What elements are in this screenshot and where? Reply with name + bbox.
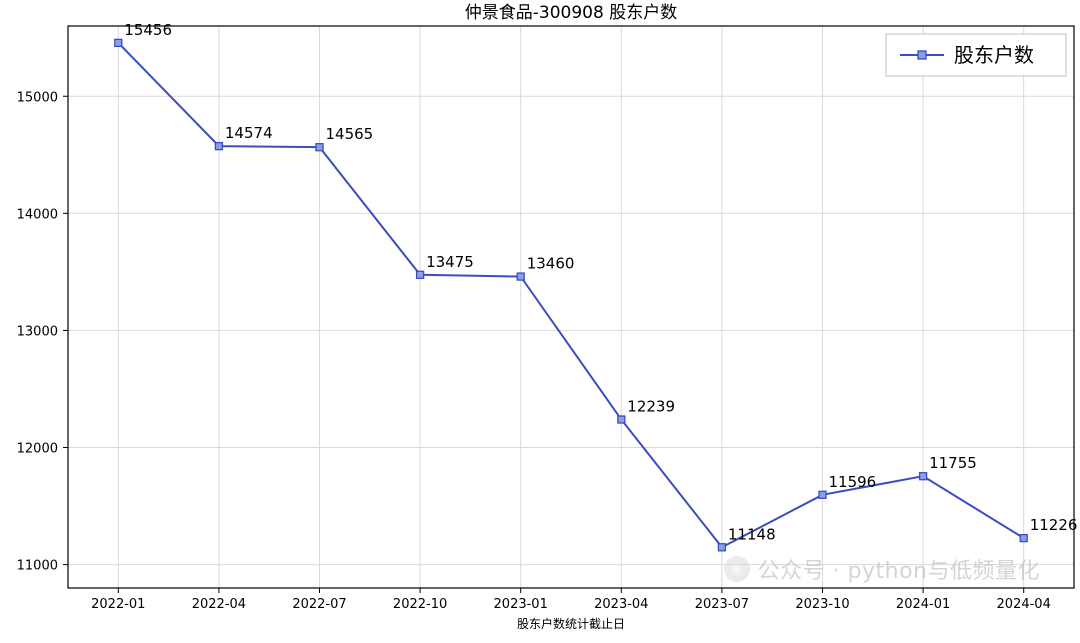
data-marker	[215, 143, 222, 150]
chart-title: 仲景食品-300908 股东户数	[465, 3, 677, 23]
data-marker	[517, 273, 524, 280]
data-point-label: 14565	[326, 125, 374, 143]
data-marker	[115, 39, 122, 46]
data-marker	[1020, 535, 1027, 542]
data-point-label: 11755	[929, 454, 977, 472]
x-tick-label: 2023-07	[695, 597, 749, 612]
data-point-label: 12239	[627, 398, 675, 416]
data-marker	[618, 416, 625, 423]
data-marker	[819, 491, 826, 498]
x-tick-label: 2023-10	[795, 597, 849, 612]
data-point-label: 14574	[225, 124, 273, 142]
data-point-label: 15456	[124, 21, 172, 39]
x-tick-label: 2024-04	[997, 597, 1051, 612]
x-tick-label: 2023-04	[594, 597, 648, 612]
chart-container: 2022-01 2022-04 2022-07 2022-10 2023-01 2023-…	[0, 0, 1080, 643]
legend: 股东户数	[886, 34, 1066, 76]
y-tick-label: 14000	[17, 207, 58, 222]
x-tick-label: 2022-04	[192, 597, 246, 612]
y-tick-label: 15000	[17, 90, 58, 105]
y-tick-label: 13000	[17, 324, 58, 339]
line-chart: 2022-01 2022-04 2022-07 2022-10 2023-01 2023-…	[0, 0, 1080, 643]
x-tick-label: 2024-01	[896, 597, 950, 612]
data-marker	[718, 544, 725, 551]
data-marker	[316, 144, 323, 151]
data-point-label: 11596	[829, 473, 877, 491]
data-point-label: 13460	[527, 255, 575, 273]
legend-label: 股东户数	[954, 43, 1034, 67]
y-tick-label: 11000	[17, 559, 58, 574]
y-tick-label: 12000	[17, 442, 58, 457]
x-tick-label: 2023-01	[494, 597, 548, 612]
data-point-label: 11226	[1030, 516, 1078, 534]
data-point-label: 13475	[426, 253, 474, 271]
data-marker	[920, 473, 927, 480]
data-point-label: 11148	[728, 525, 776, 543]
x-axis-label: 股东户数统计截止日	[517, 616, 625, 631]
data-marker	[417, 271, 424, 278]
x-tick-label: 2022-07	[292, 597, 346, 612]
x-tick-label: 2022-01	[91, 597, 145, 612]
x-tick-label: 2022-10	[393, 597, 447, 612]
series-line	[118, 43, 1023, 547]
